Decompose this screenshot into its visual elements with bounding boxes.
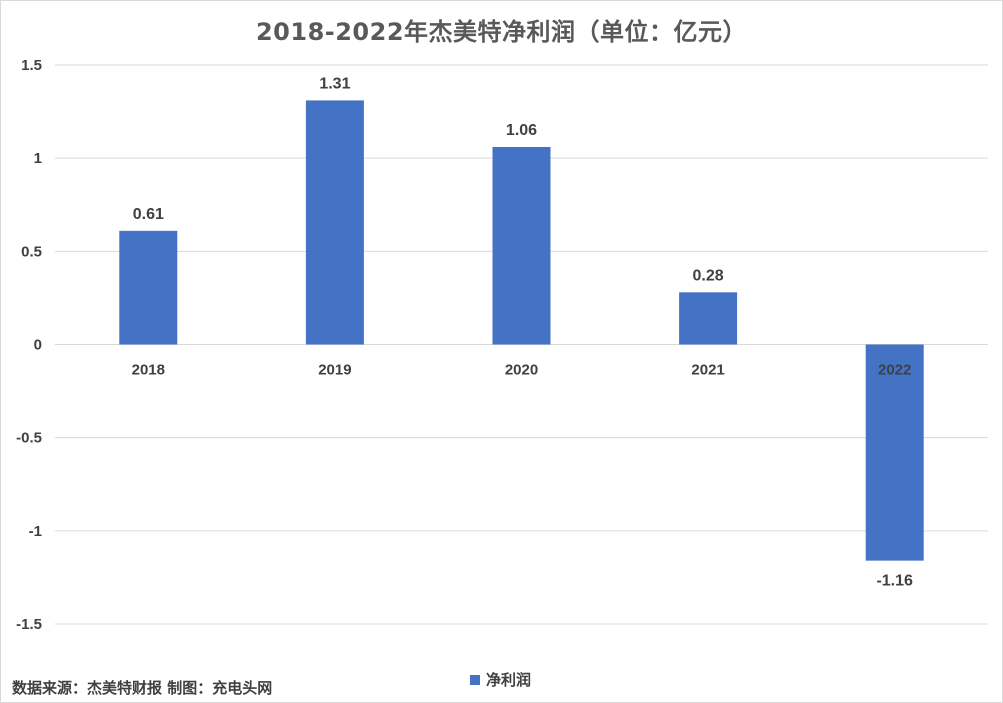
legend-label: 净利润	[486, 671, 532, 689]
data-label: 0.61	[133, 206, 164, 223]
bar	[119, 230, 178, 345]
chart-legend: 净利润	[470, 669, 531, 690]
x-tick-label: 2022	[878, 362, 911, 379]
data-source-note: 数据来源：杰美特财报 制图：充电头网	[12, 679, 273, 697]
bar	[305, 100, 364, 345]
y-tick-label: 0.5	[21, 243, 42, 260]
bar	[679, 292, 738, 345]
y-tick-label: 1.5	[21, 57, 42, 74]
x-tick-label: 2021	[691, 362, 724, 379]
bar	[492, 146, 551, 345]
y-tick-label: -1.5	[16, 616, 42, 633]
bar	[865, 344, 924, 561]
data-label: 0.28	[693, 267, 724, 284]
y-tick-label: 1	[34, 150, 42, 167]
chart-title: 2018-2022年杰美特净利润（单位：亿元）	[255, 18, 748, 46]
data-label: -1.16	[876, 573, 913, 590]
y-tick-label: -1	[29, 523, 42, 540]
x-tick-label: 2018	[132, 362, 165, 379]
data-label: 1.31	[319, 75, 350, 92]
data-label: 1.06	[506, 122, 537, 139]
x-tick-label: 2019	[318, 362, 351, 379]
x-tick-label: 2020	[505, 362, 538, 379]
y-tick-label: -0.5	[16, 430, 42, 447]
y-tick-label: 0	[34, 337, 42, 354]
legend-swatch	[470, 674, 480, 685]
